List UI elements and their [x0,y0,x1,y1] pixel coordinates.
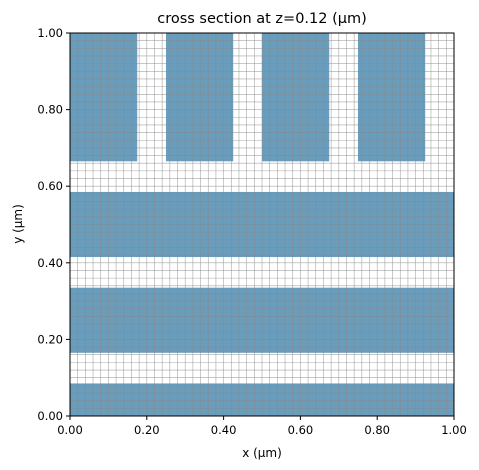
x-tick-label: 0.00 [57,423,83,437]
x-tick-label: 0.60 [288,423,314,437]
x-axis-label: x (µm) [242,446,282,460]
y-axis-label: y (µm) [11,204,25,244]
y-tick-label: 0.20 [37,332,63,346]
x-tick-label: 0.20 [134,423,160,437]
axes-frame [69,32,455,417]
x-tick-label: 1.00 [441,423,467,437]
structure-region-5 [166,33,234,162]
y-tick-label: 0.40 [37,256,63,270]
x-tick-label: 0.40 [211,423,237,437]
y-tick-label: 0.60 [37,179,63,193]
plot-area: 0.00 0.20 0.40 0.60 0.80 1.00 0.00 0.20 0.40 0.60… [37,26,466,437]
structure-region-4 [70,33,138,162]
structure-region-6 [262,33,330,162]
chart-title: cross section at z=0.12 (µm) [157,11,367,27]
y-tick-label: 0.00 [37,409,63,423]
y-tick-label: 0.80 [37,103,63,117]
x-tick-label: 0.80 [364,423,390,437]
y-tick-label: 1.00 [37,26,63,40]
structure-region-7 [358,33,426,162]
